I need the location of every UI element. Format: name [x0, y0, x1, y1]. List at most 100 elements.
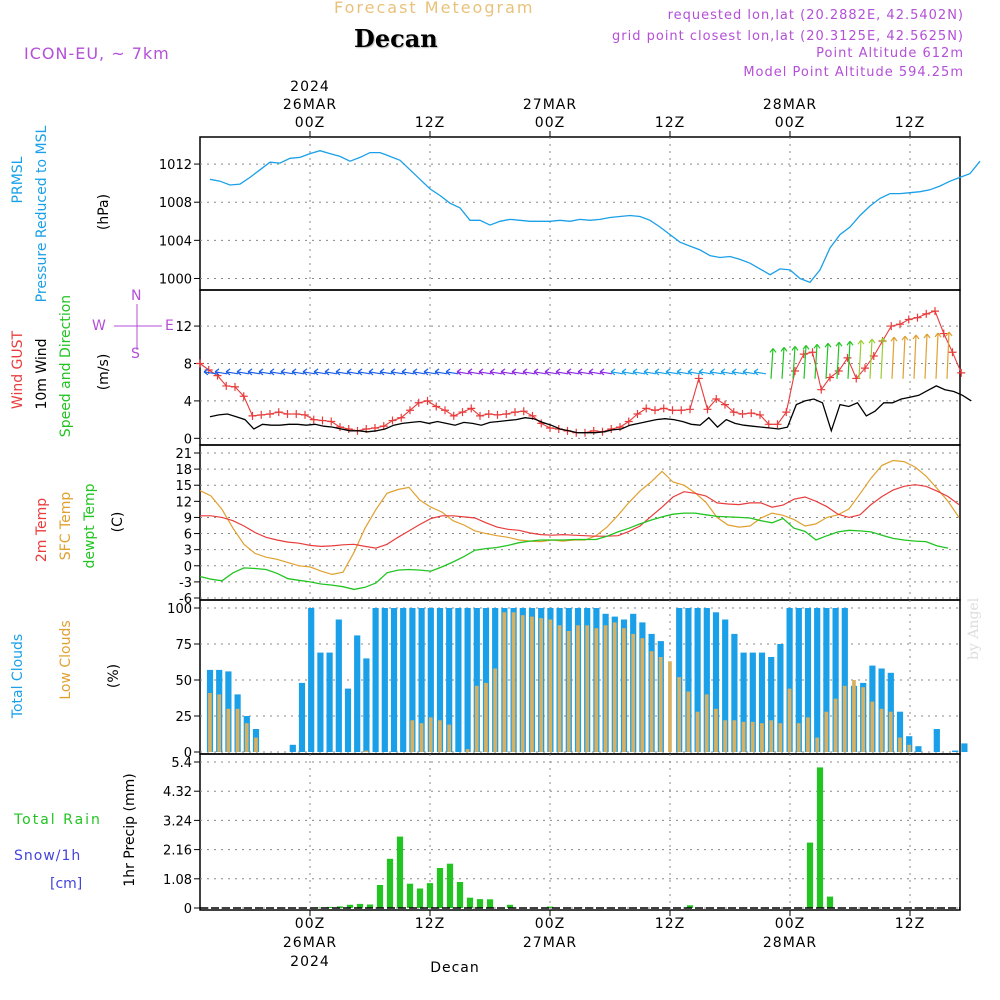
wind-direction-arrow [610, 368, 624, 376]
low-cloud-bar [870, 701, 875, 752]
total-cloud-bar [289, 744, 296, 752]
total-cloud-bar [427, 608, 434, 752]
low-cloud-bar [511, 612, 516, 752]
wind-ytick-label: 4 [184, 395, 192, 410]
wind-direction-arrow [467, 368, 481, 376]
gust-point [493, 410, 502, 419]
total-cloud-bar [961, 743, 968, 752]
bottom-axis-tick: 12Z [655, 916, 685, 932]
wind-direction-arrow [258, 368, 272, 376]
wind-direction-arrow [780, 347, 788, 379]
rain-bar [376, 885, 384, 908]
rain-bar [416, 888, 424, 908]
bottom-axis-date: 27MAR [523, 935, 577, 951]
gust-point [686, 405, 694, 414]
wind-direction-arrow [412, 368, 426, 376]
wind-direction-arrow [813, 343, 821, 379]
gust-point [432, 402, 441, 411]
gust-point [904, 315, 913, 324]
station-name: Decan [354, 24, 438, 53]
top-axis-tick: 12Z [655, 115, 685, 131]
wind-direction-arrow [313, 368, 327, 376]
gust-point [843, 353, 852, 362]
gust-point [257, 410, 266, 419]
total-cloud-bar [298, 682, 306, 752]
dewpt-line [199, 512, 949, 591]
gust-point [388, 416, 397, 425]
bottom-axis-tick: 00Z [775, 916, 805, 932]
gust-point [406, 406, 414, 415]
temp2m-label: 2m Temp [34, 498, 50, 562]
requested-coords: requested lon,lat (20.2882E, 42.5402N) [667, 8, 964, 23]
wind-direction-arrow [214, 368, 228, 376]
total-cloud-bar [933, 729, 940, 752]
gust-point [887, 322, 896, 331]
wind-direction-arrow [824, 342, 832, 379]
bottom-axis-tick: 00Z [295, 916, 325, 932]
total-cloud-bar [372, 608, 379, 752]
rain-bar [446, 863, 454, 908]
temperature-ytick-label: 0 [184, 560, 192, 575]
wind-direction-arrow [643, 368, 657, 376]
rain-bar [436, 868, 444, 908]
rain-bar [366, 904, 374, 908]
low-cloud-bar [769, 720, 773, 752]
low-cloud-bar [622, 628, 626, 752]
gust-point [633, 410, 642, 418]
pressure-ytick-label: 1000 [159, 272, 192, 287]
wind-direction-arrow [456, 368, 470, 376]
total-cloud-bar [896, 711, 904, 752]
top-axis-date: 27MAR [523, 97, 577, 113]
total-cloud-bar [777, 644, 784, 752]
gust-point [826, 373, 834, 382]
model-altitude: Model Point Altitude 594.25m [743, 65, 964, 80]
low-cloud-bar [594, 628, 599, 752]
wind-direction-arrow [709, 368, 723, 376]
wind-direction-arrow [522, 368, 536, 376]
gust-point [694, 374, 703, 383]
wind-direction-arrow [346, 368, 360, 376]
gust-point [607, 424, 616, 433]
wind-ytick-label: 8 [184, 357, 192, 372]
total-cloud-bar [832, 608, 839, 752]
wind-direction-arrow [203, 368, 217, 376]
clouds-ytick-label: 0 [184, 746, 192, 761]
bottom-axis-date: 28MAR [763, 935, 817, 951]
gust-point [441, 406, 449, 415]
wind-direction-arrow [357, 368, 371, 376]
wind-ytick-label: 12 [175, 320, 192, 335]
low-cloud-bar [474, 685, 479, 752]
wind-direction-arrow [511, 368, 525, 376]
gust-point [834, 366, 843, 375]
wind-direction-arrow [588, 368, 602, 376]
wind-direction-arrow [335, 368, 349, 376]
low-cloud-bar [806, 717, 810, 752]
footer-station: Decan [430, 960, 480, 976]
compass-e: E [165, 318, 174, 334]
total-cloud-bar [446, 608, 453, 752]
low-cloud-bar [888, 711, 893, 752]
gust-point [458, 408, 467, 417]
temperature-ytick-label: 12 [175, 495, 192, 510]
clouds-ytick-label: 25 [175, 710, 192, 725]
total-cloud-bar [841, 608, 848, 752]
top-axis-date: 28MAR [763, 97, 817, 113]
clouds-ytick-label: 50 [175, 674, 192, 689]
top-axis-tick: 00Z [295, 115, 325, 131]
total-cloud-bar [915, 746, 922, 752]
low-cloud-bar [364, 750, 369, 752]
gust-point [948, 348, 957, 357]
pressure-ytick-label: 1008 [159, 196, 192, 211]
model-label: ICON-EU, ~ 7km [24, 44, 170, 63]
total-cloud-bar [712, 612, 720, 752]
pressure-unit: (hPa) [96, 194, 112, 230]
gust-point [423, 396, 432, 405]
wind-direction-arrow [445, 368, 459, 376]
gust-point [764, 420, 773, 429]
gust-point [677, 406, 686, 415]
snow-unit: [cm] [50, 876, 82, 892]
low-cloud-bar [208, 693, 212, 752]
total-cloud-bar [740, 652, 747, 752]
wind-label: 10m Wind [34, 338, 50, 409]
